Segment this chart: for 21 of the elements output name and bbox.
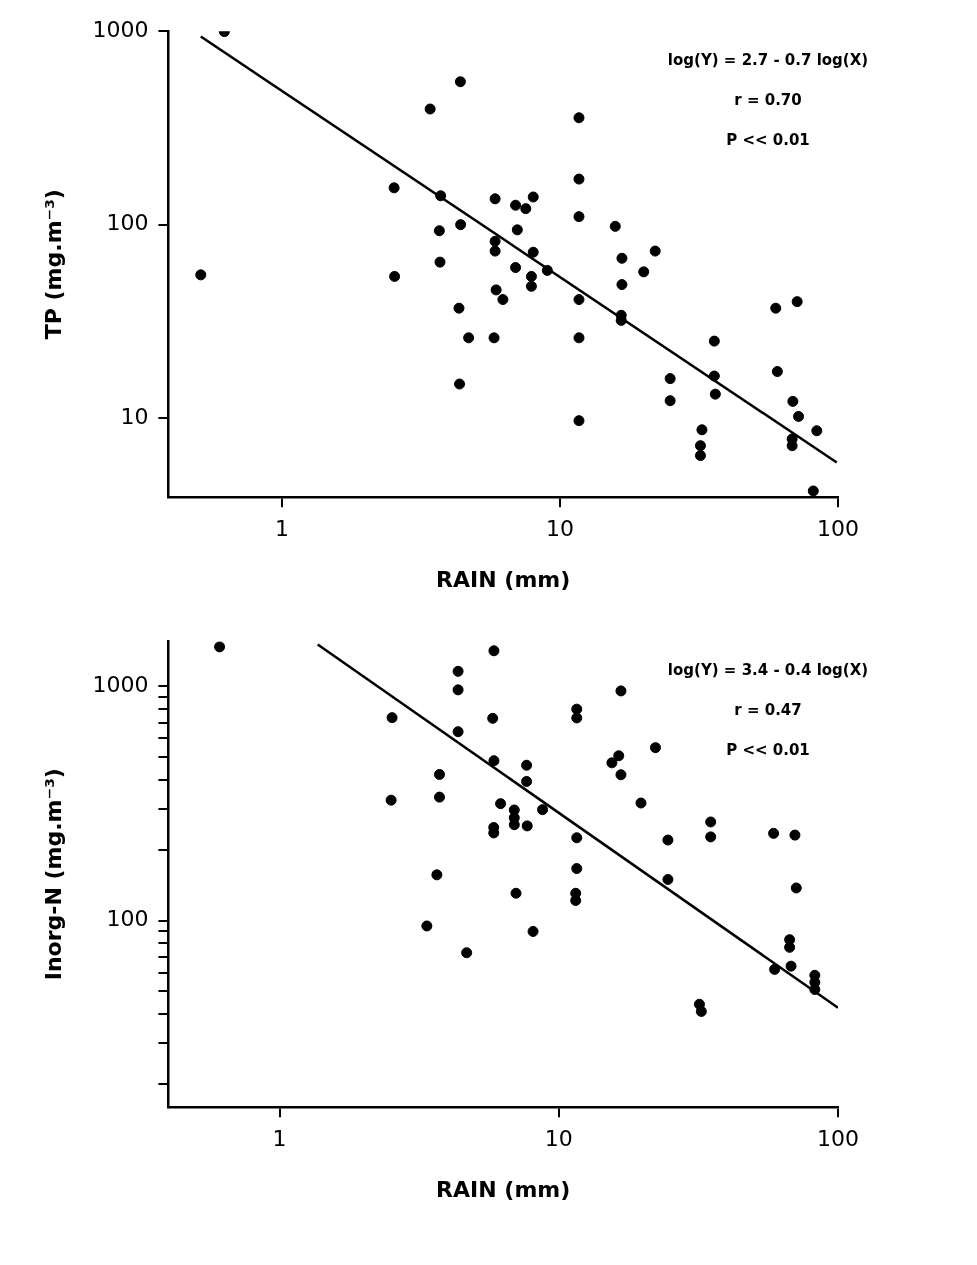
x-tick-label: 100 [817, 1126, 859, 1152]
x-tick-label: 1 [275, 516, 290, 542]
annotation: P << 0.01 [726, 131, 810, 150]
annotation: log(Y) = 3.4 - 0.4 log(X) [667, 661, 869, 680]
y-axis-title: TP (mg.m⁻³) [40, 189, 66, 340]
annotation: r = 0.47 [734, 701, 802, 720]
x-axis-title: RAIN (mm) [436, 566, 571, 592]
annotation: r = 0.70 [734, 91, 802, 110]
x-tick-label: 10 [544, 1126, 573, 1152]
y-tick-label: 1000 [92, 672, 149, 698]
x-tick-label: 100 [817, 516, 859, 542]
x-tick-label: 10 [546, 516, 575, 542]
annotation: P << 0.01 [726, 741, 810, 760]
x-tick-label: 1 [272, 1126, 287, 1152]
y-tick-label: 100 [106, 210, 149, 236]
annotation: log(Y) = 2.7 - 0.7 log(X) [667, 51, 869, 70]
y-tick-label: 100 [106, 906, 149, 932]
y-axis-title: Inorg-N (mg.m⁻³) [40, 768, 66, 981]
x-axis-title: RAIN (mm) [436, 1176, 571, 1202]
y-tick-label: 10 [120, 403, 149, 429]
y-tick-label: 1000 [92, 16, 149, 42]
